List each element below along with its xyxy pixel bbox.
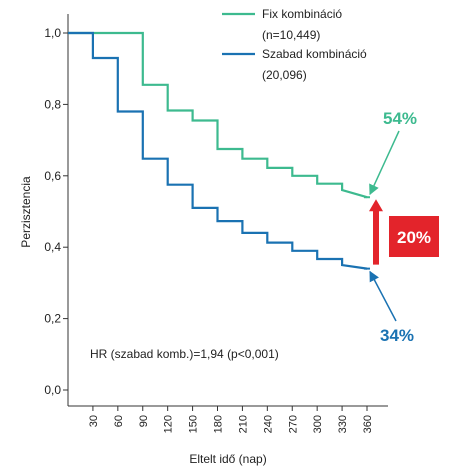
difference-label: 20% (397, 228, 431, 247)
y-tick-label: 0,6 (44, 169, 61, 183)
y-tick-label: 1,0 (44, 26, 61, 40)
x-tick-label: 270 (287, 415, 299, 433)
axes: Eltelt idő (nap) Perzisztencia (19, 14, 388, 466)
x-tick-label: 210 (237, 415, 249, 433)
x-axis-title: Eltelt idő (nap) (189, 452, 266, 466)
x-tick-label: 150 (188, 415, 200, 433)
x-tick-label: 360 (362, 415, 374, 433)
annotations: 54% 34% 20% HR (szabad komb.)=1,94 (p<0,001… (90, 109, 439, 361)
difference-arrow-head (369, 199, 383, 212)
x-tick-label: 300 (312, 415, 324, 433)
x-tick-label: 30 (88, 415, 100, 427)
x-tick-label: 330 (337, 415, 349, 433)
legend: Fix kombináció (n=10,449) Szabad kombináci… (222, 7, 367, 82)
pointer-arrow-szabad (369, 270, 397, 322)
x-tick-label: 240 (262, 415, 274, 433)
difference-box (389, 216, 439, 257)
series-line-szabad (68, 31, 368, 270)
x-tick-label: 180 (213, 415, 225, 433)
y-tick-label: 0,4 (44, 240, 61, 254)
series-lines (68, 31, 370, 270)
x-tick-label: 60 (113, 415, 125, 427)
x-tick-label: 90 (138, 415, 150, 427)
difference-arrow-shaft (373, 209, 379, 265)
x-tick-label: 120 (163, 415, 175, 433)
y-axis-title: Perzisztencia (19, 176, 33, 248)
legend-label: Szabad kombináció (262, 47, 367, 61)
label-34-percent: 34% (380, 326, 414, 345)
label-54-percent: 54% (383, 109, 417, 128)
y-tick-label: 0,0 (44, 383, 61, 397)
y-tick-label: 0,8 (44, 97, 61, 111)
pointer-arrow-fix (369, 130, 400, 196)
legend-sublabel: (20,096) (262, 68, 307, 82)
y-tick-label: 0,2 (44, 312, 61, 326)
hr-annotation: HR (szabad komb.)=1,94 (p<0,001) (90, 347, 279, 361)
series-line-fix (68, 31, 368, 199)
ticks: 0,0 0,2 0,4 0,6 0,8 1,0 30 60 90 120 150 180 210 240 2… (44, 26, 374, 433)
legend-label: Fix kombináció (262, 7, 342, 21)
legend-sublabel: (n=10,449) (262, 28, 320, 42)
